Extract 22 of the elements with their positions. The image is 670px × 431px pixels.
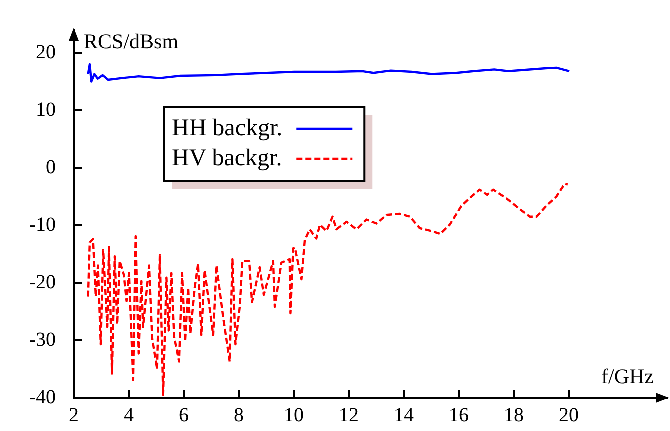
y-tick-label: 0 bbox=[46, 156, 56, 178]
x-tick-label: 12 bbox=[339, 404, 359, 426]
x-axis-title: f/GHz bbox=[602, 364, 654, 389]
y-tick-label: 20 bbox=[36, 41, 56, 64]
x-tick-label: 14 bbox=[394, 404, 414, 426]
x-tick-label: 8 bbox=[234, 404, 244, 426]
y-tick-label: -30 bbox=[29, 328, 56, 351]
y-tick-label: -40 bbox=[29, 386, 56, 408]
legend-label: HV backgr. bbox=[172, 145, 282, 172]
x-tick-label: 20 bbox=[559, 404, 579, 426]
x-tick-label: 6 bbox=[179, 404, 189, 426]
x-tick-label: 16 bbox=[449, 404, 469, 426]
legend-label: HH backgr. bbox=[172, 115, 283, 142]
x-tick-label: 4 bbox=[124, 404, 134, 426]
y-tick-label: -20 bbox=[29, 271, 56, 294]
y-tick-label: 10 bbox=[36, 98, 56, 121]
line-series bbox=[87, 183, 569, 396]
x-tick-label: 10 bbox=[284, 404, 304, 426]
y-tick-label: -10 bbox=[29, 214, 56, 236]
x-tick-label: 2 bbox=[69, 404, 79, 426]
y-axis-title: RCS/dBsm bbox=[84, 30, 179, 54]
x-tick-label: 18 bbox=[504, 404, 524, 426]
